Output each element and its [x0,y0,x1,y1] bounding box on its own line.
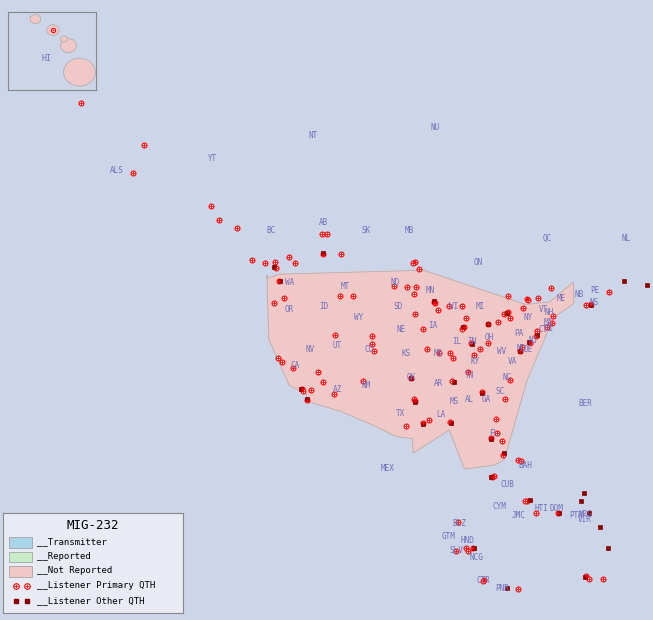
Text: CUB: CUB [500,480,514,489]
Text: QC: QC [542,234,551,243]
Text: YT: YT [208,154,217,164]
Text: __Listener Primary QTH: __Listener Primary QTH [37,582,155,590]
Text: WV: WV [497,347,506,356]
Text: MB: MB [404,226,413,235]
Text: WI: WI [449,301,458,311]
Text: PNR: PNR [495,583,509,593]
Text: AR: AR [434,379,443,388]
Text: WA: WA [285,278,294,286]
Text: CYM: CYM [492,502,506,511]
Text: ID: ID [319,301,328,311]
Text: VIR: VIR [578,515,592,523]
Circle shape [61,38,76,53]
Text: MD: MD [517,343,526,353]
Text: MIG-232: MIG-232 [67,519,119,532]
Text: NJ: NJ [529,335,538,345]
Text: DOM: DOM [549,504,564,513]
Text: NM: NM [362,381,371,390]
Text: FL: FL [489,428,498,438]
Text: NH: NH [545,308,554,317]
Circle shape [30,14,40,24]
Text: IA: IA [428,321,438,330]
Text: NU: NU [431,123,440,131]
Text: HI: HI [41,55,52,63]
Text: SLV: SLV [450,546,464,554]
Text: SC: SC [496,387,505,396]
Text: IL: IL [452,337,461,347]
Text: RI: RI [545,324,554,333]
Text: NB: NB [574,290,583,299]
Text: OR: OR [285,306,294,314]
Text: UT: UT [332,341,342,350]
Polygon shape [267,270,574,469]
Text: ON: ON [473,258,483,267]
Text: NS: NS [590,298,599,306]
Text: ME: ME [556,294,565,303]
Text: NV: NV [306,345,315,354]
Text: HTI: HTI [535,504,549,513]
Text: MI: MI [476,301,485,311]
Text: MA: MA [543,318,552,327]
Text: CT: CT [539,325,548,334]
Text: BAH: BAH [518,461,533,469]
Text: AZ: AZ [332,385,342,394]
Text: DE: DE [524,345,533,354]
FancyBboxPatch shape [8,537,32,547]
Text: IN: IN [467,337,476,347]
Text: MEX: MEX [381,464,394,474]
Circle shape [61,36,67,42]
Text: AB: AB [319,218,328,227]
Text: __Reported: __Reported [37,552,91,560]
FancyBboxPatch shape [8,552,32,562]
Text: AL: AL [465,394,475,404]
Text: GA: GA [481,394,490,404]
Text: ALS: ALS [110,166,123,175]
Text: PE: PE [590,286,599,294]
Text: CTR: CTR [476,576,490,585]
Text: BC: BC [266,226,276,235]
Text: KY: KY [471,357,480,366]
Text: LA: LA [436,410,445,419]
Text: VRG: VRG [579,510,592,519]
Text: OH: OH [485,334,494,342]
Text: NE: NE [396,326,406,334]
Text: SD: SD [394,301,403,311]
Text: VA: VA [507,357,517,366]
Text: ND: ND [391,278,400,286]
Text: GTM: GTM [441,532,456,541]
Text: WY: WY [354,314,363,322]
Text: NC: NC [502,373,512,382]
Text: CA: CA [290,361,299,370]
Text: NY: NY [524,314,533,322]
Text: TN: TN [465,371,475,379]
Text: __Listener Other QTH: __Listener Other QTH [37,596,145,605]
Circle shape [47,25,59,35]
Text: BER: BER [579,399,592,407]
Text: BLZ: BLZ [453,518,466,528]
FancyBboxPatch shape [8,567,32,577]
Text: NL: NL [622,234,631,243]
Text: JMC: JMC [512,511,526,520]
Text: TX: TX [396,409,406,418]
Text: PTR: PTR [569,511,583,520]
Text: CO: CO [364,345,374,354]
Text: OK: OK [407,373,416,382]
Text: MT: MT [340,281,350,291]
Text: MS: MS [449,397,458,406]
Text: PA: PA [515,329,524,339]
Text: KS: KS [402,349,411,358]
Text: MO: MO [434,349,443,358]
Text: __Transmitter: __Transmitter [37,537,107,546]
Text: HND: HND [460,536,474,545]
Text: NT: NT [309,131,318,140]
Text: __Not Reported: __Not Reported [37,567,112,575]
Text: VT: VT [539,306,548,314]
Circle shape [63,58,95,86]
Text: MN: MN [425,286,435,294]
Text: NCG: NCG [470,554,484,562]
Text: SK: SK [362,226,371,235]
